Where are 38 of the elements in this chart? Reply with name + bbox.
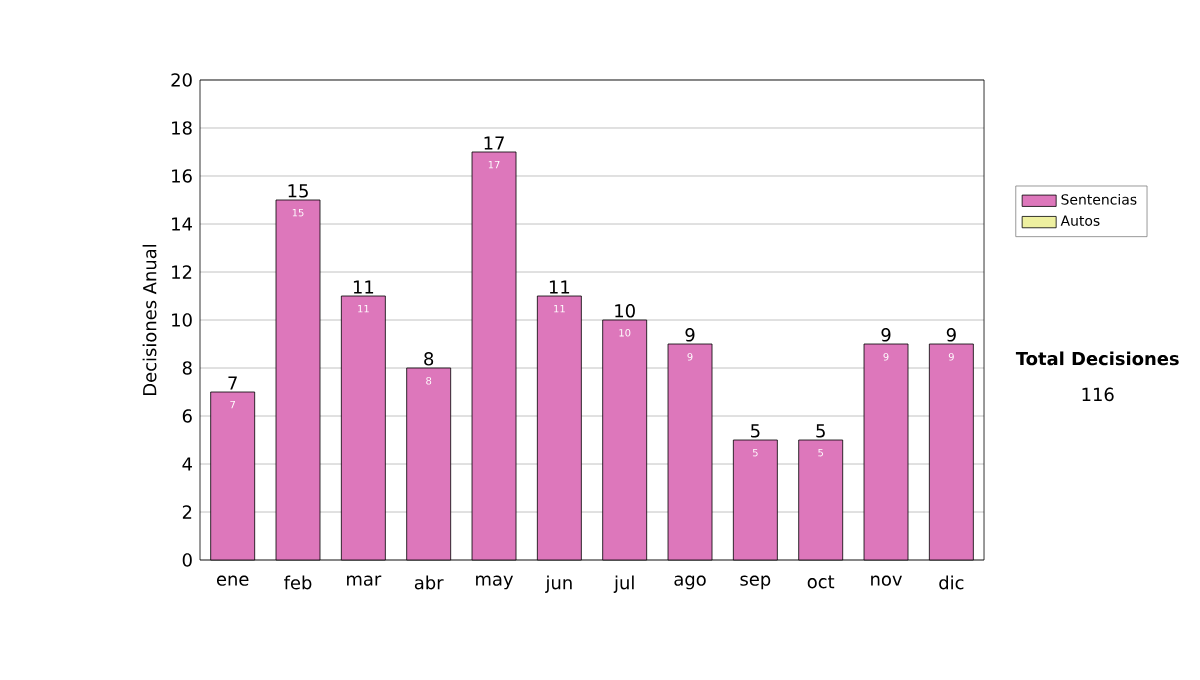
y-tick-label: 12 xyxy=(172,265,192,279)
text: 116 xyxy=(1082,387,1114,402)
total-label: 5 xyxy=(816,424,825,438)
y-tick-label: 16 xyxy=(172,169,192,183)
x-tick-label: jul xyxy=(613,575,634,593)
total-label: 10 xyxy=(615,304,635,318)
total-label: 7 xyxy=(228,376,237,390)
y-tick-label: 8 xyxy=(182,361,192,375)
x-tick-label: abr xyxy=(414,575,444,590)
x-tick-label: nov xyxy=(871,575,902,586)
total-label: 9 xyxy=(881,328,891,342)
total-label: 9 xyxy=(685,328,695,342)
total-label: 5 xyxy=(751,424,760,438)
total-label: 11 xyxy=(353,280,374,294)
x-tick-label: ene xyxy=(216,575,249,586)
total-label: 17 xyxy=(484,136,504,150)
y-tick-label: 18 xyxy=(172,121,192,135)
x-tick-label: ago xyxy=(674,575,706,590)
x-tick-label: dic xyxy=(939,575,964,590)
y-tick-label: 20 xyxy=(171,73,192,87)
text: Total Decisiones xyxy=(1015,351,1179,366)
x-tick-label: may xyxy=(476,575,514,590)
y-tick-label: 6 xyxy=(182,409,192,423)
x-tick-label: jun xyxy=(545,575,572,593)
y-tick-label: 10 xyxy=(172,313,192,327)
y-tick-label: 2 xyxy=(182,505,192,519)
x-tick-label: sep xyxy=(740,575,771,590)
total-label: 15 xyxy=(288,184,308,198)
y-tick-label: 14 xyxy=(172,217,192,231)
x-tick-label: feb xyxy=(284,575,312,590)
total-label: 11 xyxy=(549,280,570,294)
x-tick-label: oct xyxy=(807,575,835,589)
y-tick-label: 4 xyxy=(182,457,192,471)
total-label: 9 xyxy=(946,328,956,342)
total-label: 8 xyxy=(424,352,434,366)
x-tick-label: mar xyxy=(347,575,382,586)
y-axis-title: Decisiones Anual xyxy=(142,244,157,395)
y-tick-label: 0 xyxy=(182,553,192,567)
